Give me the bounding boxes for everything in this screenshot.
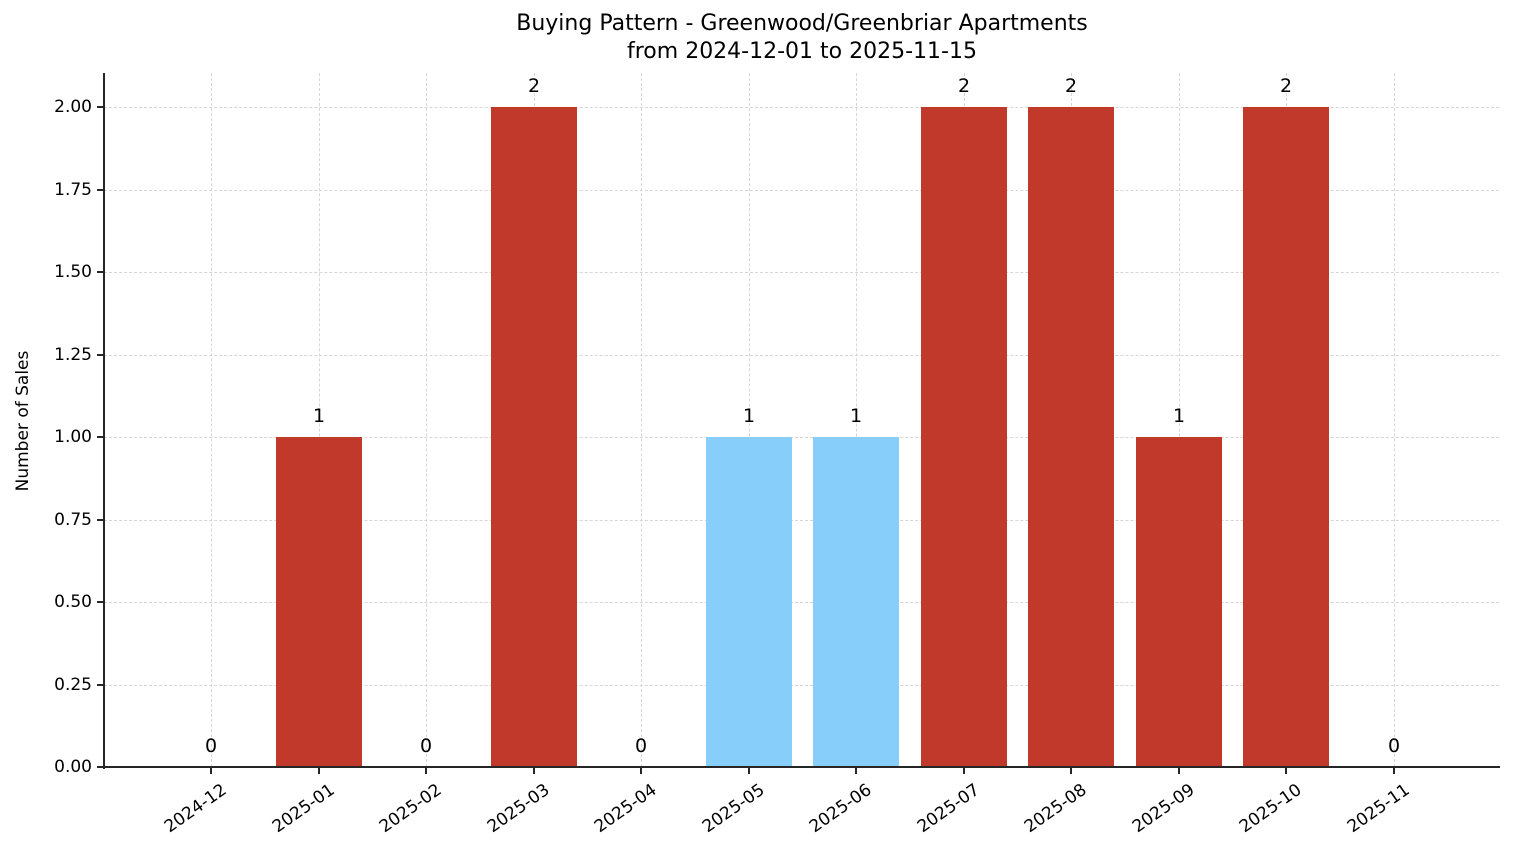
x-tick-mark (318, 768, 320, 774)
y-tick-mark (97, 354, 103, 356)
x-tick-label: 2025-10 (1235, 780, 1306, 838)
v-gridline (856, 73, 857, 767)
bar-value-label: 1 (312, 405, 326, 427)
y-tick-label: 1.00 (54, 427, 92, 447)
y-tick-label: 0.50 (54, 592, 92, 612)
bar-value-label: 0 (419, 735, 433, 757)
x-tick-mark (1070, 768, 1072, 774)
h-gridline (104, 190, 1499, 191)
y-tick-mark (97, 766, 103, 768)
bar-2025-05 (706, 437, 792, 767)
bar-2025-07 (921, 107, 1007, 767)
h-gridline (104, 520, 1499, 521)
y-tick-label: 1.50 (54, 262, 92, 282)
bar-value-label: 0 (204, 735, 218, 757)
x-tick-label: 2025-03 (483, 780, 554, 838)
y-tick-label: 0.75 (54, 510, 92, 530)
y-axis-line (103, 73, 105, 769)
v-gridline (319, 73, 320, 767)
bar-value-label: 2 (957, 75, 971, 97)
chart-title-main: Buying Pattern - Greenwood/Greenbriar Ap… (516, 11, 1088, 36)
x-tick-mark (1285, 768, 1287, 774)
chart-subtitle: from 2024-12-01 to 2025-11-15 (627, 39, 977, 64)
bar-2025-06 (813, 437, 899, 767)
x-tick-mark (425, 768, 427, 774)
x-tick-mark (533, 768, 535, 774)
v-gridline (641, 73, 642, 767)
x-tick-mark (640, 768, 642, 774)
v-gridline (749, 73, 750, 767)
x-tick-mark (748, 768, 750, 774)
h-gridline (104, 272, 1499, 273)
y-tick-mark (97, 106, 103, 108)
h-gridline (104, 437, 1499, 438)
x-tick-mark (1393, 768, 1395, 774)
x-tick-label: 2025-04 (590, 780, 661, 838)
x-tick-label: 2025-01 (268, 780, 339, 838)
bar-2025-10 (1243, 107, 1329, 767)
bar-value-label: 2 (1064, 75, 1078, 97)
y-tick-label: 1.25 (54, 345, 92, 365)
v-gridline (211, 73, 212, 767)
bar-value-label: 1 (849, 405, 863, 427)
bar-2025-08 (1028, 107, 1114, 767)
bar-value-label: 0 (1387, 735, 1401, 757)
y-tick-label: 0.25 (54, 675, 92, 695)
x-tick-mark (855, 768, 857, 774)
bar-value-label: 1 (1172, 405, 1186, 427)
x-tick-label: 2025-02 (375, 780, 446, 838)
bar-value-label: 2 (527, 75, 541, 97)
x-tick-mark (210, 768, 212, 774)
y-tick-label: 0.00 (54, 757, 92, 777)
bar-2025-09 (1136, 437, 1222, 767)
h-gridline (104, 602, 1499, 603)
x-tick-label: 2025-11 (1343, 780, 1414, 838)
h-gridline (104, 685, 1499, 686)
y-tick-mark (97, 436, 103, 438)
y-axis-title: Number of Sales (13, 350, 33, 492)
bar-value-label: 2 (1279, 75, 1293, 97)
x-tick-label: 2025-06 (805, 780, 876, 838)
x-tick-label: 2025-07 (913, 780, 984, 838)
x-tick-label: 2025-05 (698, 780, 769, 838)
y-tick-mark (97, 519, 103, 521)
bar-2025-01 (276, 437, 362, 767)
bar-value-label: 0 (634, 735, 648, 757)
y-tick-label: 1.75 (54, 180, 92, 200)
y-tick-mark (97, 684, 103, 686)
bar-2025-03 (491, 107, 577, 767)
v-gridline (426, 73, 427, 767)
y-tick-mark (97, 189, 103, 191)
h-gridline (104, 355, 1499, 356)
x-axis-line (103, 766, 1500, 768)
v-gridline (1179, 73, 1180, 767)
y-tick-label: 2.00 (54, 97, 92, 117)
x-tick-label: 2025-09 (1128, 780, 1199, 838)
y-tick-mark (97, 601, 103, 603)
x-tick-label: 2024-12 (160, 780, 231, 838)
x-tick-mark (963, 768, 965, 774)
h-gridline (104, 107, 1499, 108)
y-tick-mark (97, 271, 103, 273)
x-tick-mark (1178, 768, 1180, 774)
v-gridline (1394, 73, 1395, 767)
x-tick-label: 2025-08 (1020, 780, 1091, 838)
chart-title: Buying Pattern - Greenwood/Greenbriar Ap… (100, 10, 1504, 66)
bar-value-label: 1 (742, 405, 756, 427)
